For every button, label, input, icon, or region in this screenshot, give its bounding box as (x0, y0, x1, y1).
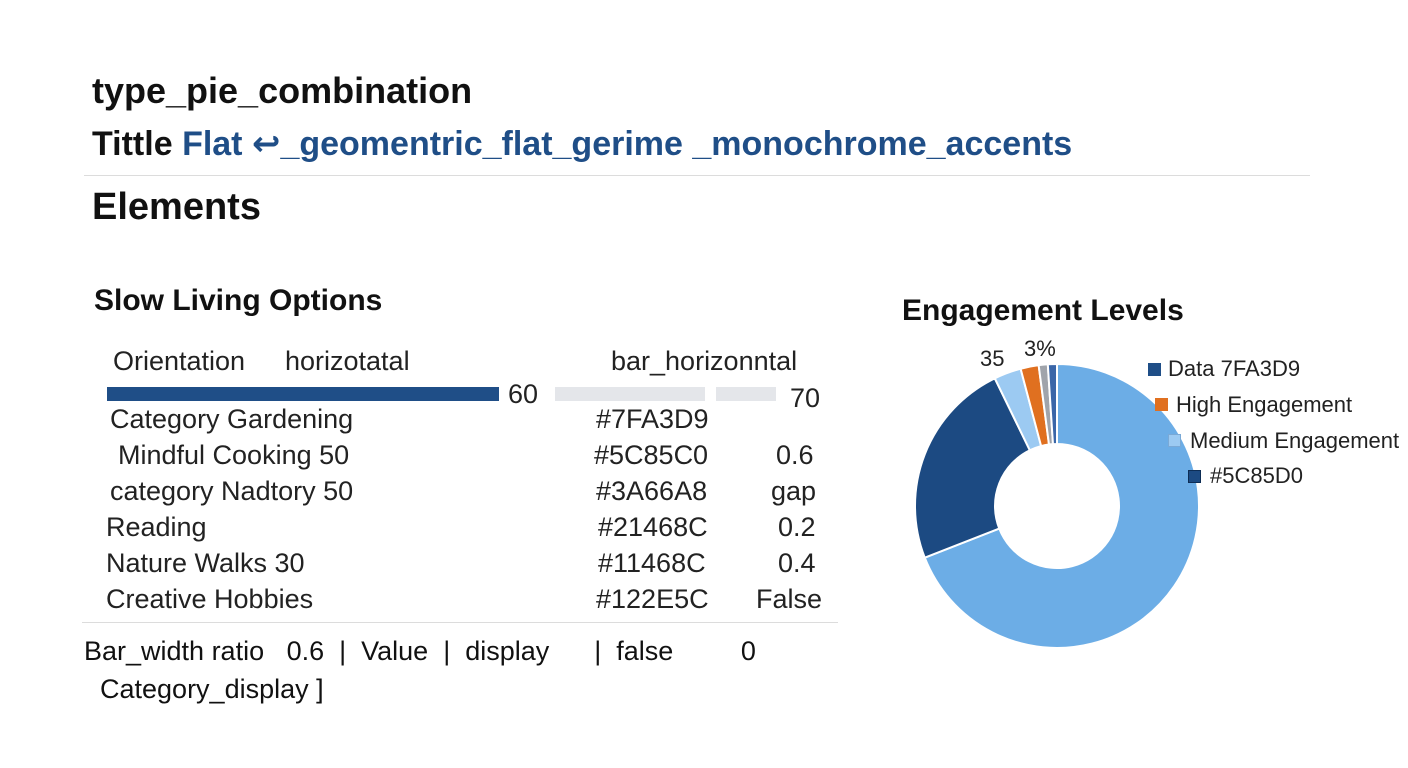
title-value: Flat ↩_geomentric_flat_gerime _monochrom… (182, 125, 1073, 163)
bar-chart-title: Slow Living Options (94, 284, 383, 317)
row-color-6: #122E5C (596, 584, 709, 614)
row-label-4: Reading (106, 512, 207, 542)
pie-chart-title: Engagement Levels (902, 294, 1184, 327)
row-color-1: #7FA3D9 (596, 404, 709, 434)
row-label-5: Nature Walks 30 (106, 548, 305, 578)
row-label-6: Creative Hobbies (106, 584, 314, 614)
legend-swatch-1 (1148, 363, 1161, 376)
bottom-divider (82, 622, 838, 623)
bar-mark-light-2 (716, 387, 776, 401)
row-extra-3: gap (771, 476, 817, 506)
row-color-5: #11468C (598, 548, 706, 578)
orientation-value: horizotatal (285, 346, 410, 376)
slice-label-1: 35 (980, 346, 1005, 371)
elements-heading: Elements (92, 186, 261, 228)
chart-type-value: bar_horizonntal (611, 346, 798, 376)
top-divider (84, 175, 1310, 176)
legend-swatch-4 (1188, 470, 1201, 483)
chart-type-label: type_pie_combination (92, 70, 473, 111)
bar-value-label-2: 70 (790, 383, 821, 413)
row-extra-2: 0.6 (776, 440, 814, 470)
legend-swatch-2 (1155, 398, 1168, 411)
legend-label-1: Data 7FA3D9 (1168, 356, 1301, 381)
legend-swatch-3 (1168, 434, 1181, 447)
row-color-4: #21468C (598, 512, 708, 542)
bar-mark-light-1 (555, 387, 705, 401)
orientation-label: Orientation (113, 346, 246, 376)
row-extra-6: False (756, 584, 823, 614)
pie-slice-blue (1046, 362, 1058, 446)
row-label-3: category Nadtory 50 (110, 476, 354, 506)
chart-title-line: Tittle Flat ↩_geomentric_flat_gerime _mo… (92, 124, 1072, 164)
row-color-2: #5C85C0 (594, 440, 709, 470)
bar-value-label-1: 60 (508, 379, 539, 409)
row-extra-5: 0.4 (778, 548, 816, 578)
footer-line-1: Bar_width ratio 0.6 | Value | display | … (84, 636, 756, 666)
row-label-1: Category Gardening (110, 404, 354, 434)
legend-label-3: Medium Engagement (1190, 428, 1400, 453)
legend-label-2: High Engagement (1176, 392, 1353, 417)
slice-label-2: 3% (1024, 336, 1056, 361)
legend-label-4: #5C85D0 (1210, 463, 1303, 488)
row-extra-4: 0.2 (778, 512, 816, 542)
row-label-2: Mindful Cooking 50 (118, 440, 350, 470)
footer-line-2: Category_display ] (100, 674, 324, 704)
bar-mark-navy (107, 387, 499, 401)
donut-chart (914, 362, 1200, 649)
title-prefix: Tittle (92, 125, 173, 163)
pie-slice-navy (914, 377, 1032, 559)
pie-slice-light-blue (923, 362, 1200, 649)
row-color-3: #3A66A8 (596, 476, 708, 506)
